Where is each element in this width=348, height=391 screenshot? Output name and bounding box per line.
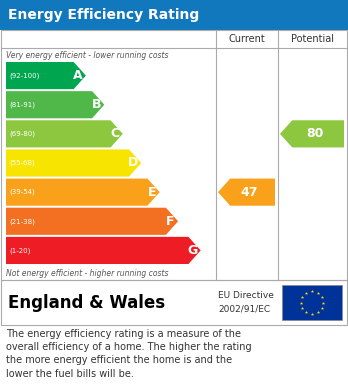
Text: (81-91): (81-91) <box>9 101 35 108</box>
Text: (21-38): (21-38) <box>9 218 35 224</box>
Text: E: E <box>148 186 156 199</box>
Polygon shape <box>6 91 104 118</box>
Text: Current: Current <box>228 34 265 44</box>
Text: (55-68): (55-68) <box>9 160 35 166</box>
Text: (39-54): (39-54) <box>9 189 35 196</box>
Text: B: B <box>92 98 101 111</box>
Bar <box>1 30 347 280</box>
Text: (1-20): (1-20) <box>9 247 30 254</box>
Text: Not energy efficient - higher running costs: Not energy efficient - higher running co… <box>6 269 168 278</box>
Text: The energy efficiency rating is a measure of the
overall efficiency of a home. T: The energy efficiency rating is a measur… <box>6 329 252 378</box>
Polygon shape <box>6 237 201 264</box>
Text: G: G <box>188 244 198 257</box>
Text: (69-80): (69-80) <box>9 131 35 137</box>
Bar <box>1 280 347 325</box>
Text: EU Directive: EU Directive <box>218 291 274 300</box>
Polygon shape <box>6 62 86 89</box>
Text: C: C <box>110 127 119 140</box>
Text: Potential: Potential <box>291 34 333 44</box>
Text: 2002/91/EC: 2002/91/EC <box>218 305 270 314</box>
Text: 80: 80 <box>306 127 323 140</box>
Text: 47: 47 <box>240 186 258 199</box>
Bar <box>282 285 342 320</box>
Text: A: A <box>73 69 83 82</box>
Polygon shape <box>6 120 123 147</box>
Polygon shape <box>280 120 344 147</box>
Text: D: D <box>128 156 139 170</box>
Text: (92-100): (92-100) <box>9 72 39 79</box>
Polygon shape <box>218 179 275 206</box>
Text: Energy Efficiency Rating: Energy Efficiency Rating <box>8 8 199 22</box>
Bar <box>0 0 348 30</box>
Polygon shape <box>6 179 160 206</box>
Text: Very energy efficient - lower running costs: Very energy efficient - lower running co… <box>6 50 168 59</box>
Text: England & Wales: England & Wales <box>8 294 165 312</box>
Polygon shape <box>6 208 178 235</box>
Polygon shape <box>6 149 141 177</box>
Text: F: F <box>166 215 174 228</box>
